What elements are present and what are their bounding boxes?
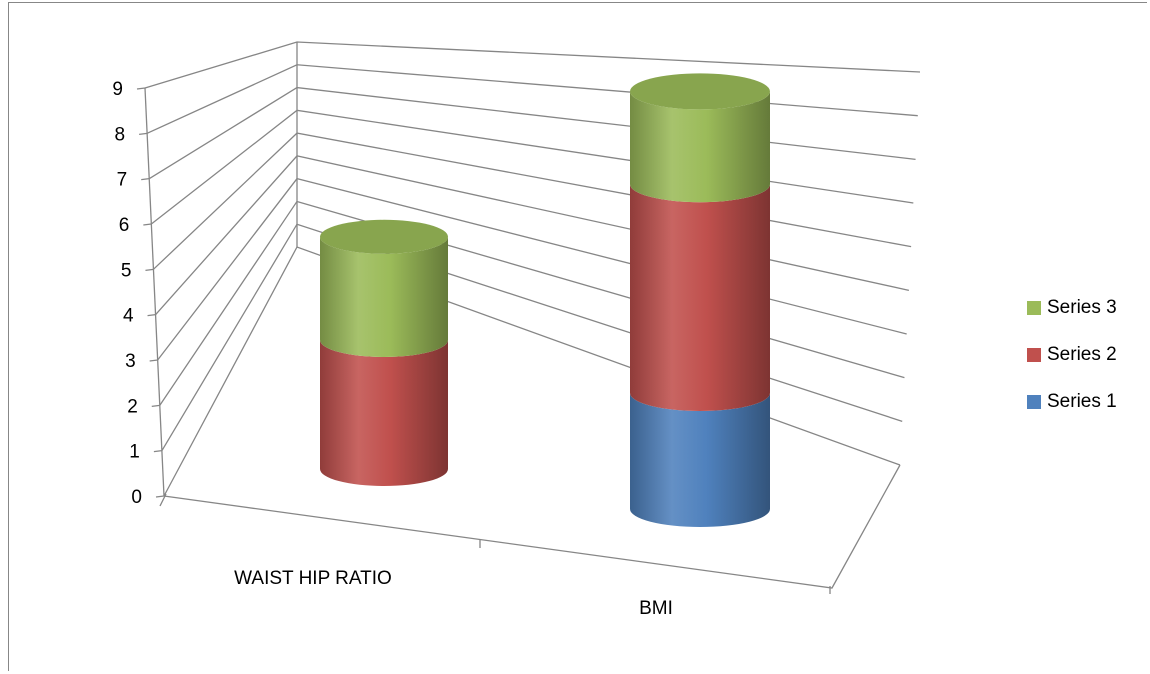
gridline-4 [155, 155, 910, 316]
legend-swatch-series-2 [1027, 347, 1041, 362]
bar-top-bmi [630, 73, 770, 110]
legend: Series 3 Series 2 Series 1 [1027, 284, 1147, 425]
y-tick-label-0: 0 [131, 487, 142, 508]
y-tick-label-2: 2 [127, 396, 138, 417]
y-tick-label-9: 9 [112, 79, 123, 100]
axes [144, 42, 901, 594]
y-tick-label-4: 4 [123, 306, 134, 327]
y-tick-mark-9 [136, 87, 146, 90]
x-tick-label-1: WAIST HIP RATIO [234, 568, 392, 589]
chart-frame [8, 2, 1147, 671]
y-tick-mark-6 [143, 223, 152, 226]
legend-label-series-3: Series 3 [1047, 296, 1117, 318]
y-tick-mark-4 [147, 314, 156, 317]
y-tick-mark-5 [145, 268, 154, 271]
y-tick-label-3: 3 [125, 351, 136, 372]
y-tick-mark-0 [155, 495, 165, 498]
legend-swatch-series-3 [1027, 300, 1041, 315]
y-axis-ticks: 0 1 2 3 4 5 6 7 8 9 [112, 79, 165, 508]
legend-item-series-2: Series 2 [1027, 331, 1147, 378]
bar-waist-hip-ratio-series-3 [320, 236, 448, 357]
legend-item-series-3: Series 3 [1027, 284, 1147, 331]
y-tick-mark-3 [149, 359, 158, 362]
gridline-5 [152, 132, 912, 270]
bar-top-waist-hip-ratio [320, 219, 448, 254]
x-tick-label-2: BMI [639, 598, 673, 619]
bar-bmi-series-2 [630, 184, 770, 411]
bar-bmi-series-3 [630, 91, 770, 203]
floor-edges [163, 464, 901, 589]
y-tick-mark-2 [151, 404, 160, 407]
y-tick-label-1: 1 [129, 442, 140, 463]
legend-label-series-1: Series 1 [1047, 390, 1117, 412]
y-tick-mark-1 [153, 450, 162, 453]
y-tick-mark-8 [139, 132, 148, 135]
gridline-2 [159, 200, 905, 406]
gridline-8 [146, 64, 918, 134]
x-axis-ticks: WAIST HIP RATIO BMI [234, 568, 673, 619]
y-tick-label-5: 5 [121, 260, 132, 281]
bar-bmi-series-1 [630, 393, 770, 527]
legend-label-series-2: Series 2 [1047, 343, 1117, 365]
y-tick-label-6: 6 [119, 215, 130, 236]
bars [320, 73, 770, 527]
y-axis-line [144, 87, 165, 497]
legend-swatch-series-1 [1027, 394, 1041, 409]
x-axis-tick-left [159, 493, 167, 507]
y-tick-label-8: 8 [115, 124, 126, 145]
gridline-1 [161, 223, 903, 451]
y-tick-label-7: 7 [117, 170, 128, 191]
bar-waist-hip-ratio-series-2 [320, 340, 448, 486]
legend-item-series-1: Series 1 [1027, 378, 1147, 425]
gridlines [144, 41, 921, 497]
y-tick-mark-7 [141, 178, 150, 181]
gridline-0 [163, 246, 901, 497]
